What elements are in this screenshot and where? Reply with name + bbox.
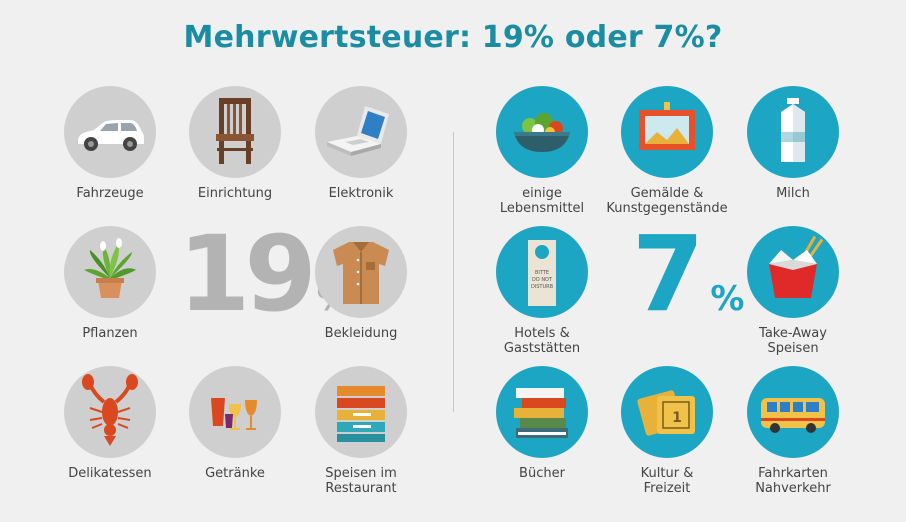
percent-number: 19 <box>178 213 317 335</box>
item-label: Pflanzen <box>82 326 138 341</box>
salad-bowl-icon <box>496 86 588 178</box>
item-buecher: Bücher <box>472 366 612 481</box>
plant-icon <box>64 226 156 318</box>
item-milch: Milch <box>723 86 863 201</box>
svg-text:1: 1 <box>672 410 682 426</box>
item-label: Bücher <box>519 466 565 481</box>
chair-icon <box>189 86 281 178</box>
door-sign-line-1: BITTE <box>535 270 549 276</box>
item-elektronik: Elektronik <box>291 86 431 201</box>
item-fahrzeuge: Fahrzeuge <box>40 86 180 201</box>
door-sign-line-2: DO NOT <box>532 277 553 283</box>
item-label: Kultur & Freizeit <box>640 466 694 496</box>
laptop-icon <box>315 86 407 178</box>
shirt-icon <box>315 226 407 318</box>
item-label: Einrichtung <box>197 186 273 201</box>
item-lebensmittel: einige Lebensmittel <box>472 86 612 216</box>
percent-7: 7% <box>632 222 744 326</box>
tickets-icon: 1 <box>621 366 713 458</box>
item-label: Speisen im Restaurant <box>325 466 397 496</box>
item-label: Bekleidung <box>324 326 398 341</box>
item-bekleidung: Bekleidung <box>291 226 431 341</box>
item-gemaelde: Gemälde & Kunstgegenstände <box>597 86 737 216</box>
item-label: Getränke <box>205 466 265 481</box>
item-getraenke: Getränke <box>165 366 305 481</box>
door-hanger-icon: BITTE DO NOT DISTURB <box>496 226 588 318</box>
center-divider <box>453 132 454 412</box>
lobster-icon <box>64 366 156 458</box>
item-label: Fahrzeuge <box>76 186 144 201</box>
bus-icon <box>747 366 839 458</box>
door-sign-line-3: DISTURB <box>531 284 554 290</box>
item-speisen-restaurant: Speisen im Restaurant <box>291 366 431 496</box>
drinks-icon <box>189 366 281 458</box>
takeaway-box-icon <box>747 226 839 318</box>
item-hotels: BITTE DO NOT DISTURB Hotels & Gaststätte… <box>472 226 612 356</box>
item-label: einige Lebensmittel <box>499 186 585 216</box>
item-einrichtung: Einrichtung <box>165 86 305 201</box>
item-label: Elektronik <box>328 186 394 201</box>
item-delikatessen: Delikatessen <box>40 366 180 481</box>
item-label: Milch <box>776 186 810 201</box>
painting-icon <box>621 86 713 178</box>
item-fahrkarten: Fahrkarten Nahverkehr <box>723 366 863 496</box>
item-label: Fahrkarten Nahverkehr <box>755 466 831 496</box>
item-label: Hotels & Gaststätten <box>503 326 581 356</box>
books-icon <box>496 366 588 458</box>
plates-icon <box>315 366 407 458</box>
percent-sign: % <box>710 279 745 319</box>
percent-number: 7 <box>632 213 705 335</box>
item-label: Delikatessen <box>68 466 152 481</box>
item-label: Gemälde & Kunstgegenstände <box>606 186 728 216</box>
item-pflanzen: Pflanzen <box>40 226 180 341</box>
page-title: Mehrwertsteuer: 19% oder 7%? <box>183 20 723 55</box>
item-take-away: Take-Away Speisen <box>723 226 863 356</box>
milk-carton-icon <box>747 86 839 178</box>
item-label: Take-Away Speisen <box>759 326 827 356</box>
car-icon <box>64 86 156 178</box>
item-kultur: 1 Kultur & Freizeit <box>597 366 737 496</box>
